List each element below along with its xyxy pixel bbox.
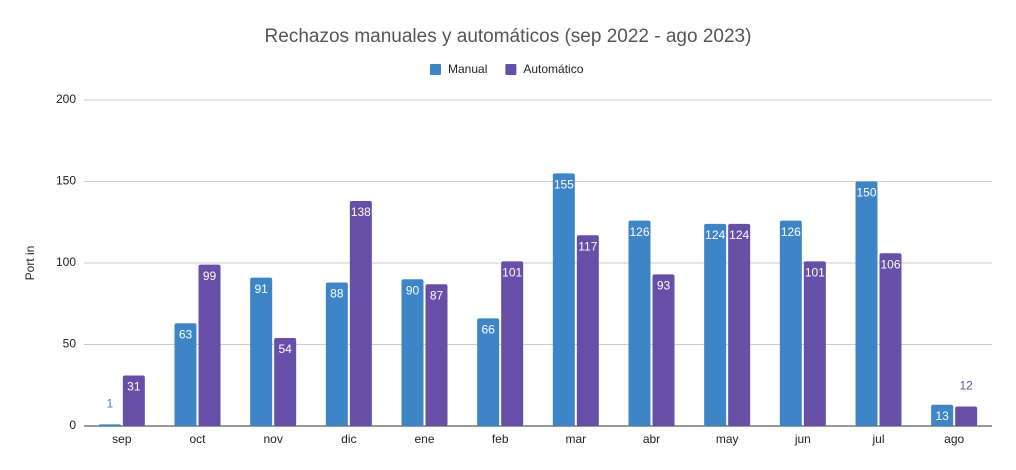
- x-tick-label: abr: [643, 432, 660, 446]
- x-tick-label: dic: [341, 432, 356, 446]
- bar: [803, 261, 826, 426]
- data-label: 126: [781, 225, 801, 239]
- bar: [552, 173, 575, 426]
- bar: [250, 277, 273, 426]
- data-label: 126: [629, 225, 649, 239]
- chart-title: Rechazos manuales y automáticos (sep 202…: [265, 26, 752, 47]
- bar: [931, 404, 954, 426]
- data-label: 31: [127, 380, 141, 394]
- data-label: 99: [203, 269, 217, 283]
- data-label: 63: [179, 327, 193, 341]
- bar: [576, 235, 599, 426]
- bar: [652, 274, 675, 426]
- data-label: 93: [657, 279, 671, 293]
- data-label: 150: [856, 186, 876, 200]
- bar: [401, 279, 424, 426]
- data-label: 90: [406, 283, 420, 297]
- bar: [477, 318, 500, 426]
- bar: [955, 406, 978, 426]
- y-axis-title: Port in: [23, 246, 37, 281]
- bar: [855, 181, 878, 426]
- x-tick-label: jun: [794, 432, 811, 446]
- bar: [122, 375, 145, 426]
- x-tick-label: ago: [944, 432, 964, 446]
- data-label: 66: [481, 323, 495, 337]
- x-tick-label: oct: [189, 432, 206, 446]
- bar: [779, 220, 802, 426]
- x-tick-label: may: [716, 432, 739, 446]
- data-label: 101: [805, 266, 825, 280]
- legend-label: Manual: [448, 62, 487, 76]
- data-label: 91: [254, 282, 268, 296]
- bar: [274, 337, 297, 426]
- bar: [628, 220, 651, 426]
- bar: [425, 284, 448, 426]
- x-tick-label: mar: [565, 432, 586, 446]
- data-label: 54: [278, 342, 292, 356]
- legend-label: Automático: [523, 62, 583, 76]
- bar: [728, 223, 751, 426]
- x-tick-label: sep: [112, 432, 132, 446]
- x-tick-label: jul: [871, 432, 884, 446]
- data-label: 117: [578, 239, 597, 253]
- data-label: 106: [880, 257, 900, 271]
- data-label: 88: [330, 287, 344, 301]
- y-tick-label: 0: [69, 418, 76, 432]
- data-label: 101: [502, 266, 522, 280]
- y-tick-label: 200: [56, 92, 76, 106]
- data-label: 138: [351, 205, 371, 219]
- x-tick-label: nov: [263, 432, 282, 446]
- legend-swatch: [505, 64, 517, 75]
- bar: [325, 282, 348, 426]
- bar: [349, 201, 372, 426]
- bar: [198, 264, 221, 426]
- data-label: 13: [935, 409, 949, 423]
- bar: [704, 223, 727, 426]
- data-label: 12: [959, 379, 973, 393]
- data-label: 155: [554, 178, 574, 192]
- bar: [501, 261, 524, 426]
- x-tick-label: ene: [414, 432, 434, 446]
- bar: [879, 253, 902, 426]
- y-tick-label: 100: [56, 255, 76, 269]
- y-tick-label: 50: [63, 337, 77, 351]
- data-label: 1: [106, 397, 113, 411]
- data-label: 87: [430, 288, 444, 302]
- bar: [174, 323, 197, 426]
- bar: [98, 424, 121, 426]
- data-label: 124: [729, 228, 749, 242]
- x-tick-label: feb: [492, 432, 509, 446]
- legend-swatch: [430, 64, 441, 75]
- data-label: 124: [705, 228, 725, 242]
- y-tick-label: 150: [56, 174, 76, 188]
